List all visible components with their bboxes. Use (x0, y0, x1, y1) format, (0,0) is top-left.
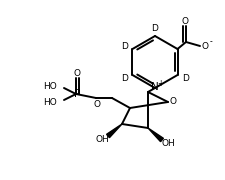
Text: O: O (181, 17, 188, 26)
Text: O: O (93, 100, 100, 109)
Text: D: D (181, 73, 188, 82)
Text: O: O (169, 96, 176, 105)
Text: HO: HO (43, 98, 57, 107)
Text: HO: HO (43, 82, 57, 91)
Text: +: + (156, 78, 162, 87)
Polygon shape (147, 128, 163, 142)
Text: D: D (151, 24, 158, 33)
Text: D: D (121, 73, 127, 82)
Text: O: O (73, 69, 80, 78)
Text: -: - (209, 37, 212, 46)
Text: OH: OH (95, 136, 108, 145)
Text: OH: OH (160, 140, 174, 148)
Text: P: P (74, 89, 80, 99)
Text: N: N (151, 82, 158, 92)
Text: O: O (201, 42, 208, 51)
Text: D: D (121, 42, 127, 51)
Polygon shape (106, 124, 122, 138)
